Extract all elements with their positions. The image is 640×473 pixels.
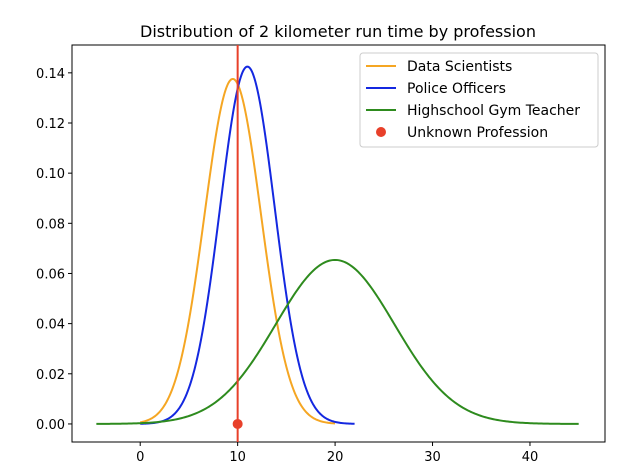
y-tick-label: 0.14 (36, 67, 65, 82)
y-tick-label: 0.10 (36, 167, 65, 182)
unknown-profession-point (232, 418, 243, 429)
x-tick-label: 20 (327, 450, 344, 465)
x-tick-label: 40 (522, 450, 539, 465)
series-line-police-officers (140, 65, 355, 425)
y-tick-label: 0.02 (36, 368, 65, 383)
legend: Data Scientists Police Officers Highscho… (359, 52, 599, 148)
legend-dot-icon (376, 127, 386, 137)
plot-area: 0 10 20 30 40 0.000.020.040.060.080.100.120.… (36, 44, 606, 465)
legend-box (359, 52, 599, 148)
x-tick-label: 10 (229, 450, 246, 465)
legend-item-police-officers: Police Officers (366, 81, 506, 97)
legend-item-unknown-profession: Unknown Profession (376, 125, 548, 141)
series-layer (96, 45, 579, 442)
legend-label: Police Officers (407, 81, 506, 97)
legend-label: Data Scientists (407, 59, 512, 75)
chart-title: Distribution of 2 kilometer run time by … (140, 22, 536, 41)
legend-label: Unknown Profession (407, 125, 548, 141)
series-line-highschool-gym-teacher (96, 258, 579, 425)
y-tick-label: 0.04 (36, 318, 65, 333)
y-tick-label: 0.00 (36, 418, 65, 433)
x-tick-label: 0 (136, 450, 144, 465)
x-tick-label: 30 (424, 450, 441, 465)
y-tick-label: 0.08 (36, 217, 65, 232)
legend-item-gym-teacher: Highschool Gym Teacher (366, 103, 580, 119)
y-tick-label: 0.12 (36, 117, 65, 132)
legend-item-data-scientists: Data Scientists (366, 59, 512, 75)
y-axis: 0.00 0.02 0.04 0.06 0.08 0.10 0.12 0.14 (36, 67, 72, 433)
legend-label: Highschool Gym Teacher (407, 103, 580, 119)
plot-frame (71, 44, 606, 443)
y-tick-label: 0.06 (36, 267, 65, 282)
x-axis: 0 10 20 30 40 (136, 442, 538, 465)
